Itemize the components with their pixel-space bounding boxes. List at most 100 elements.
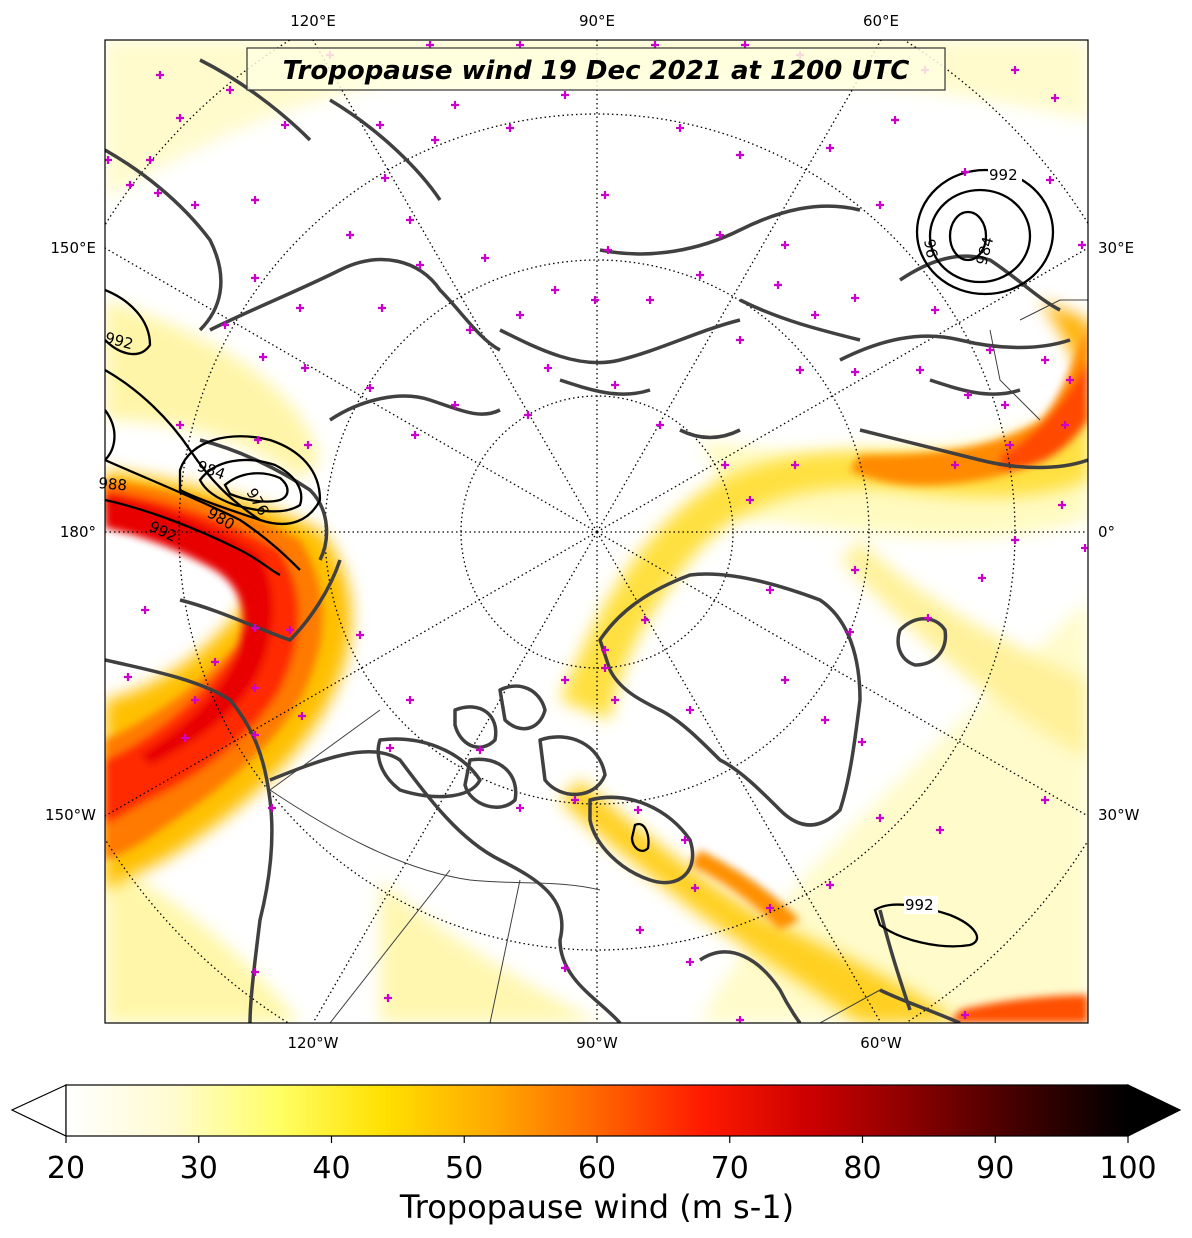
colorbar-tick-label: 100 xyxy=(1099,1151,1156,1186)
station-marker xyxy=(431,136,439,144)
station-marker xyxy=(951,461,959,469)
contour-label: 992 xyxy=(989,166,1018,184)
station-marker xyxy=(544,364,552,372)
station-marker xyxy=(451,401,459,409)
station-marker xyxy=(1011,536,1019,544)
station-marker xyxy=(296,304,304,312)
station-marker xyxy=(561,964,569,972)
station-marker xyxy=(176,421,184,429)
station-marker xyxy=(221,321,229,329)
station-marker xyxy=(736,151,744,159)
station-marker xyxy=(986,346,994,354)
station-marker xyxy=(1058,501,1066,509)
station-marker xyxy=(1006,441,1014,449)
map-title-box: Tropopause wind 19 Dec 2021 at 1200 UTC xyxy=(246,47,946,91)
station-marker xyxy=(451,101,459,109)
station-marker xyxy=(826,881,834,889)
station-marker xyxy=(681,836,689,844)
colorbar: 20 30 40 50 60 70 80 90 100 Tropopause wind (m s… xyxy=(10,1084,1182,1226)
station-marker xyxy=(676,124,684,132)
station-marker xyxy=(791,461,799,469)
map-title: Tropopause wind 19 Dec 2021 at 1200 UTC xyxy=(283,56,910,86)
station-marker xyxy=(381,174,389,182)
station-marker xyxy=(978,574,986,582)
station-marker xyxy=(516,311,524,319)
longitude-labels: 120°E 90°E 60°E 120°W 90°W 60°W 150°E 18… xyxy=(45,12,1140,1052)
station-marker xyxy=(646,296,654,304)
colorbar-tick-label: 50 xyxy=(445,1151,483,1186)
station-marker xyxy=(251,196,259,204)
station-marker xyxy=(876,814,884,822)
station-marker xyxy=(304,441,312,449)
station-marker xyxy=(936,826,944,834)
contour-label: 988 xyxy=(98,474,128,494)
station-marker xyxy=(611,696,619,704)
station-marker xyxy=(254,436,262,444)
station-marker xyxy=(721,461,729,469)
station-marker xyxy=(181,734,189,742)
station-marker xyxy=(251,274,259,282)
station-marker xyxy=(286,626,294,634)
station-marker xyxy=(1078,241,1086,249)
borders xyxy=(269,299,1088,1023)
lon-label-right: 0° xyxy=(1098,523,1115,541)
contour-label: 96 xyxy=(920,238,941,260)
station-marker xyxy=(821,716,829,724)
station-marker xyxy=(746,496,754,504)
station-marker xyxy=(251,624,259,632)
station-marker xyxy=(811,311,819,319)
station-marker xyxy=(774,281,782,289)
coastlines xyxy=(105,58,1088,1023)
lon-label-top: 90°E xyxy=(579,12,615,30)
station-marker xyxy=(924,614,932,622)
station-marker xyxy=(298,712,306,720)
station-marker xyxy=(378,304,386,312)
station-marker xyxy=(571,796,579,804)
colorbar-tick-label: 90 xyxy=(976,1151,1014,1186)
lon-label-bottom: 90°W xyxy=(576,1034,618,1052)
colorbar-extend-max xyxy=(1127,1084,1182,1137)
station-marker xyxy=(961,168,969,176)
station-marker xyxy=(641,616,649,624)
station-marker xyxy=(191,696,199,704)
station-marker xyxy=(346,231,354,239)
station-marker xyxy=(146,156,154,164)
station-marker xyxy=(781,241,789,249)
station-marker xyxy=(366,384,374,392)
station-marker xyxy=(301,364,309,372)
station-marker xyxy=(916,366,924,374)
station-marker xyxy=(481,254,489,262)
station-marker xyxy=(226,86,234,94)
station-marker xyxy=(506,124,514,132)
colorbar-tick-label: 30 xyxy=(180,1151,218,1186)
station-marker xyxy=(656,421,664,429)
station-marker xyxy=(851,294,859,302)
station-marker xyxy=(891,116,899,124)
station-marker xyxy=(551,286,559,294)
station-marker xyxy=(686,706,694,714)
station-marker xyxy=(384,994,392,1002)
lon-label-bottom: 120°W xyxy=(288,1034,339,1052)
station-marker xyxy=(416,261,424,269)
station-marker xyxy=(191,201,199,209)
station-marker xyxy=(156,71,164,79)
lon-label-right: 30°E xyxy=(1098,239,1134,257)
station-marker xyxy=(406,696,414,704)
station-marker xyxy=(634,806,642,814)
station-marker xyxy=(601,191,609,199)
station-marker xyxy=(931,306,939,314)
station-marker xyxy=(406,216,414,224)
station-marker xyxy=(1041,356,1049,364)
station-marker xyxy=(561,676,569,684)
station-marker xyxy=(516,804,524,812)
station-marker xyxy=(251,684,259,692)
colorbar-label: Tropopause wind (m s-1) xyxy=(399,1188,794,1226)
station-marker xyxy=(961,1011,969,1019)
station-marker xyxy=(524,411,532,419)
station-marker xyxy=(176,114,184,122)
station-marker xyxy=(964,391,972,399)
station-marker xyxy=(1046,176,1054,184)
station-marker xyxy=(611,381,619,389)
station-marker xyxy=(636,926,644,934)
station-marker xyxy=(604,246,612,254)
